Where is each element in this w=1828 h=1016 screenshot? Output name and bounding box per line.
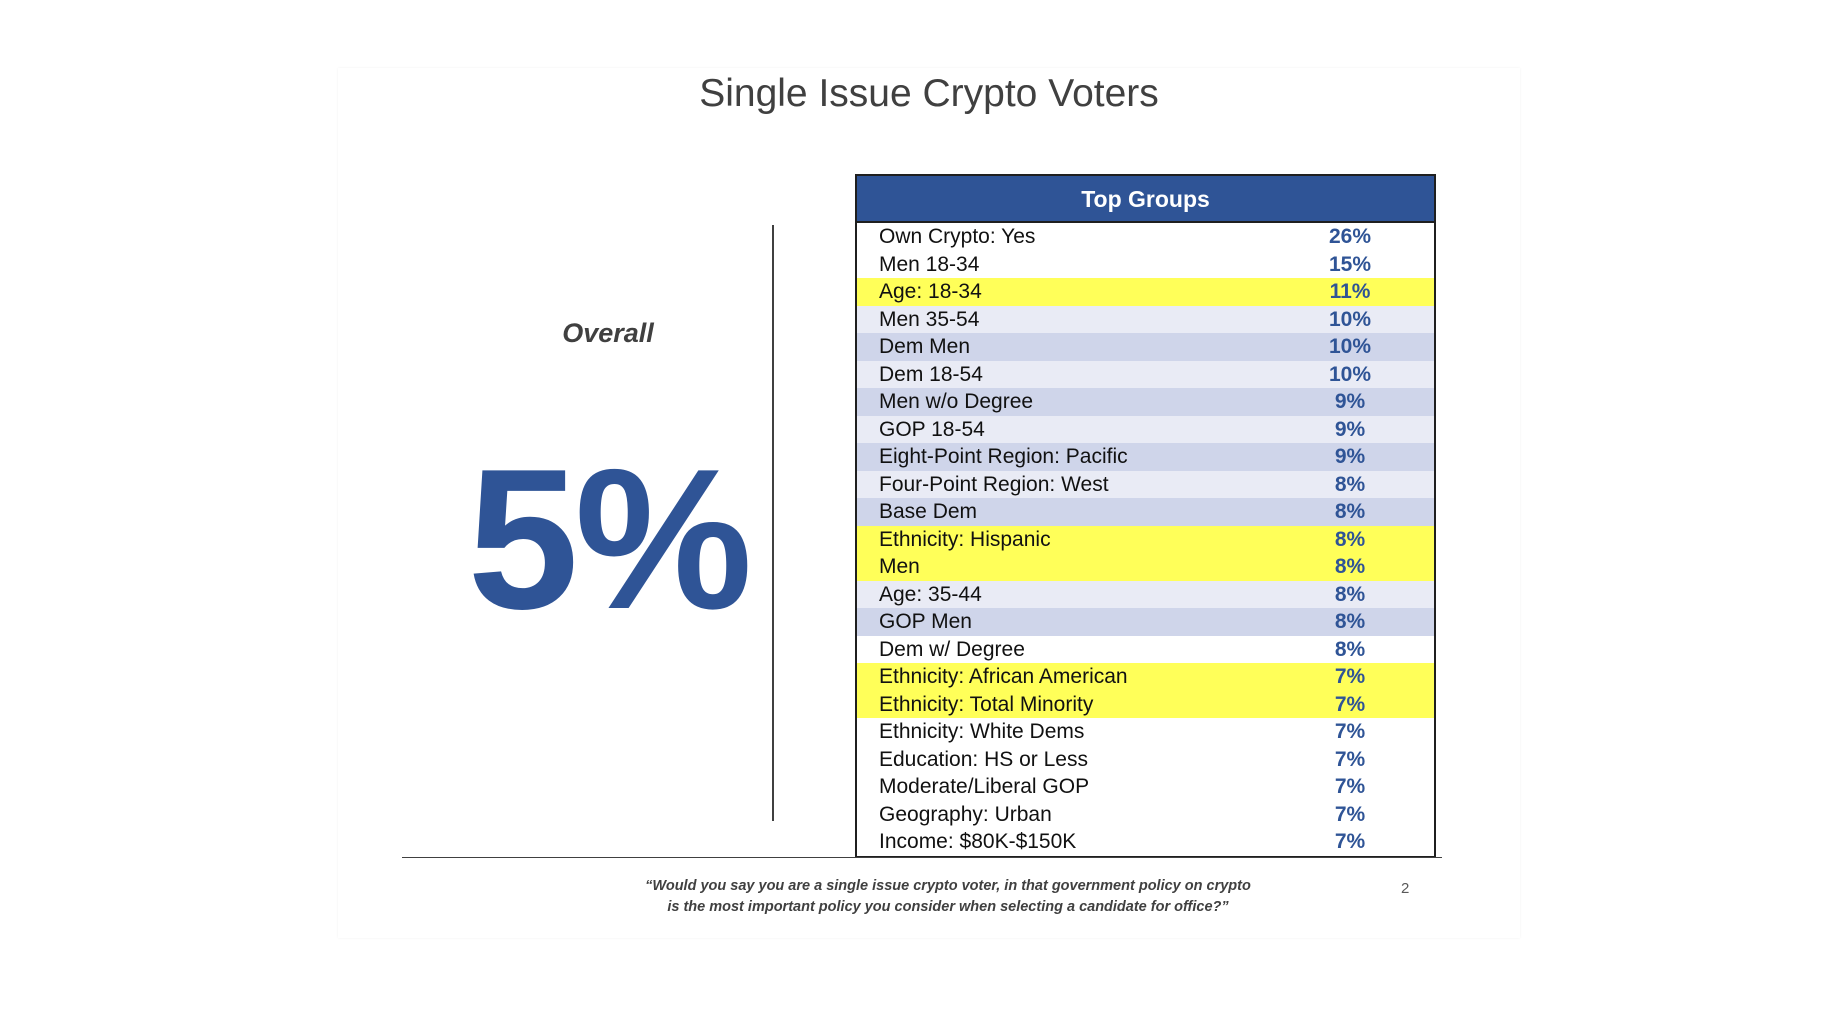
table-row: Age: 35-44 8% [857, 580, 1434, 608]
row-label: Age: 18-34 [879, 280, 982, 303]
table-row: Income: $80K-$150K 7% [857, 828, 1434, 856]
row-label: Ethnicity: Total Minority [879, 692, 1094, 716]
row-label: Moderate/Liberal GOP [879, 775, 1090, 798]
table-row: Ethnicity: African American 7% [857, 663, 1434, 691]
row-value: 10% [1328, 307, 1372, 331]
row-value: 7% [1334, 692, 1366, 716]
row-value: 9% [1334, 417, 1366, 441]
footnote-line-1: “Would you say you are a single issue cr… [645, 878, 1251, 894]
table-row: Dem 18-54 10% [857, 360, 1434, 388]
table-row: Dem Men 10% [857, 333, 1434, 361]
table-row: Men 18-34 15% [857, 250, 1434, 278]
table-row: Education: HS or Less 7% [857, 745, 1434, 773]
row-label: GOP Men [879, 610, 972, 633]
overall-value: 5% [467, 428, 752, 651]
row-value: 11% [1329, 280, 1371, 303]
page-number: 2 [1401, 880, 1410, 897]
vertical-divider [772, 225, 774, 821]
row-label: Geography: Urban [879, 802, 1052, 826]
slide: Single Issue Crypto Voters Overall 5% To… [338, 68, 1520, 938]
table-row: Age: 18-34 11% [857, 278, 1434, 306]
row-label: Men w/o Degree [879, 390, 1034, 413]
row-label: Education: HS or Less [879, 747, 1088, 771]
row-value: 7% [1334, 802, 1366, 826]
row-value: 10% [1328, 362, 1372, 386]
slide-title: Single Issue Crypto Voters [699, 72, 1159, 115]
row-label: Four-Point Region: West [879, 472, 1109, 496]
row-value: 9% [1334, 390, 1366, 413]
row-label: Own Crypto: Yes [879, 225, 1036, 248]
table-row: GOP 18-54 9% [857, 415, 1434, 443]
table-row: Eight-Point Region: Pacific 9% [857, 443, 1434, 471]
row-value: 8% [1334, 637, 1366, 661]
table-header: Top Groups [857, 176, 1434, 223]
row-label: Ethnicity: Hispanic [879, 527, 1051, 551]
table-row: Ethnicity: Hispanic 8% [857, 525, 1434, 553]
row-value: 8% [1334, 500, 1366, 523]
table-row: Four-Point Region: West 8% [857, 470, 1434, 498]
table-row: GOP Men 8% [857, 608, 1434, 636]
row-label: Men 35-54 [879, 307, 980, 331]
row-value: 15% [1328, 252, 1372, 276]
row-value: 8% [1334, 582, 1366, 606]
table-row: Geography: Urban 7% [857, 800, 1434, 828]
row-label: Age: 35-44 [879, 582, 982, 606]
row-label: Ethnicity: African American [879, 665, 1128, 688]
footnote: “Would you say you are a single issue cr… [488, 876, 1408, 918]
row-label: Dem Men [879, 335, 971, 358]
row-value: 7% [1334, 830, 1366, 853]
table-row: Dem w/ Degree 8% [857, 635, 1434, 663]
row-label: Base Dem [879, 500, 978, 523]
table-row: Men 8% [857, 553, 1434, 581]
top-groups-table: Top Groups Own Crypto: Yes 26% Men 18-34 15… [855, 174, 1436, 858]
table-body: Own Crypto: Yes 26% Men 18-34 15% Age: 18-34… [857, 223, 1434, 856]
table-row: Ethnicity: White Dems 7% [857, 718, 1434, 746]
row-value: 7% [1334, 665, 1366, 688]
row-value: 7% [1334, 720, 1366, 743]
table-row: Men 35-54 10% [857, 305, 1434, 333]
footnote-line-2: is the most important policy you conside… [667, 899, 1229, 915]
row-label: Ethnicity: White Dems [879, 720, 1085, 743]
row-value: 7% [1334, 775, 1366, 798]
row-value: 7% [1334, 747, 1366, 771]
row-label: Dem w/ Degree [879, 637, 1025, 661]
table-row: Men w/o Degree 9% [857, 388, 1434, 416]
row-value: 9% [1334, 445, 1366, 468]
overall-label: Overall [562, 318, 654, 348]
row-value: 8% [1334, 610, 1366, 633]
table-row: Own Crypto: Yes 26% [857, 223, 1434, 251]
table-row: Base Dem 8% [857, 498, 1434, 526]
row-value: 8% [1334, 527, 1366, 551]
row-label: Dem 18-54 [879, 362, 983, 386]
table-row: Moderate/Liberal GOP 7% [857, 773, 1434, 801]
row-value: 8% [1334, 555, 1366, 578]
row-label: Eight-Point Region: Pacific [879, 445, 1128, 468]
table-row: Ethnicity: Total Minority 7% [857, 690, 1434, 718]
footer-divider [402, 857, 1442, 858]
row-label: Men 18-34 [879, 252, 980, 276]
row-value: 10% [1328, 335, 1372, 358]
row-label: Men [879, 555, 920, 578]
row-label: Income: $80K-$150K [879, 830, 1077, 853]
row-value: 8% [1334, 472, 1366, 496]
row-label: GOP 18-54 [879, 417, 985, 441]
row-value: 26% [1328, 225, 1372, 248]
